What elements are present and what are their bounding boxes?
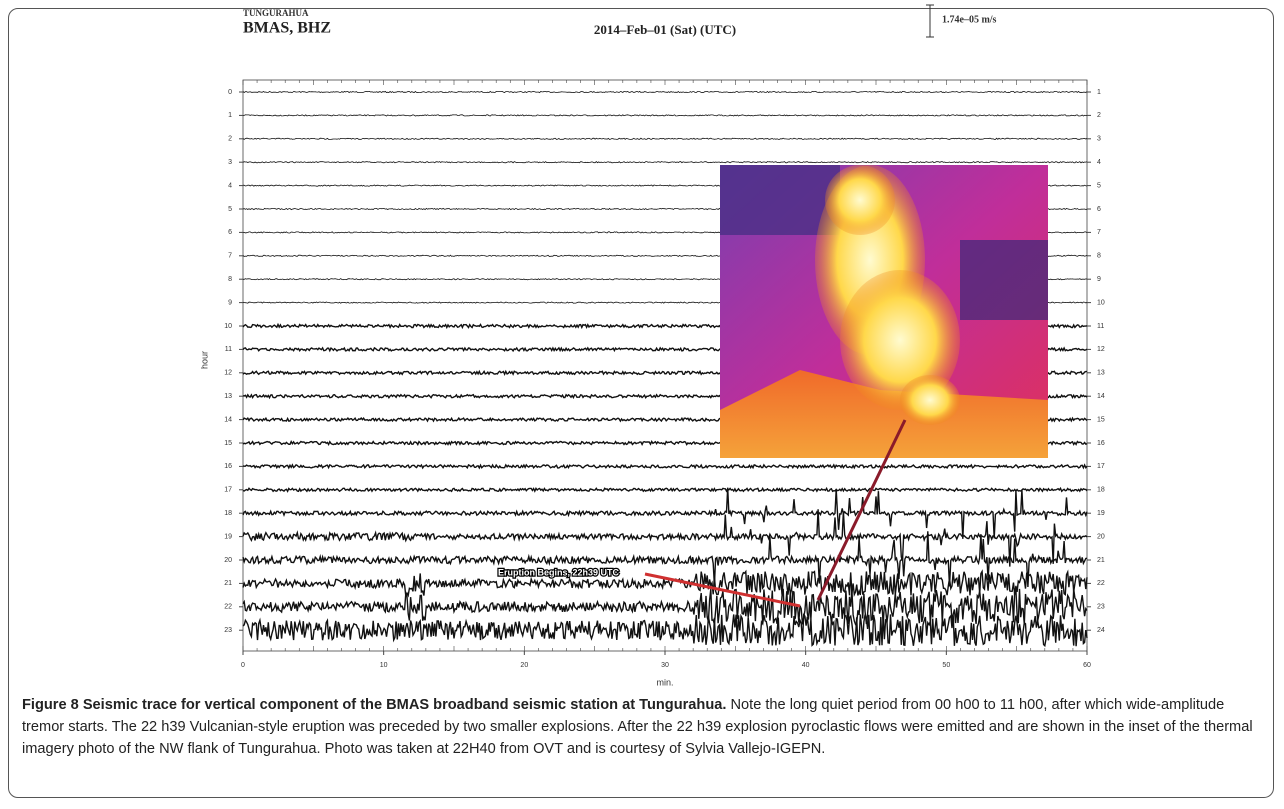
y-tick-label: 23 [224,627,232,634]
y2-tick-label: 23 [1097,604,1105,611]
y-tick-label: 18 [224,510,232,517]
y-tick-label: 3 [228,159,232,166]
y2-tick-label: 3 [1097,136,1101,143]
y2-tick-label: 13 [1097,370,1105,377]
y2-tick-label: 12 [1097,346,1105,353]
trace [243,465,1087,468]
station: BMAS, BHZ [243,20,331,37]
x-axis-label: min. [656,677,673,687]
caption-label: Figure 8 [22,697,79,713]
y2-tick-label: 17 [1097,463,1105,470]
y2-tick-label: 19 [1097,510,1105,517]
y2-tick-label: 20 [1097,533,1105,540]
y2-tick-label: 4 [1097,159,1101,166]
y-tick-label: 21 [224,580,232,587]
eruption-annotation: Eruption Begins, 22h39 UTC [498,567,620,577]
trace [243,162,1087,163]
plot-title: 2014–Feb–01 (Sat) (UTC) [594,22,736,37]
y-tick-label: 0 [228,89,232,96]
y2-tick-label: 9 [1097,276,1101,283]
y-tick-label: 14 [224,416,232,423]
y2-tick-label: 8 [1097,253,1101,260]
y-tick-label: 10 [224,323,232,330]
x-tick-label: 50 [942,662,950,669]
y2-tick-label: 11 [1097,323,1104,330]
y2-tick-label: 21 [1097,557,1105,564]
x-tick-label: 0 [241,662,245,669]
trace [243,589,1087,625]
trace [243,614,1087,646]
y2-tick-label: 2 [1097,112,1101,119]
y-tick-label: 7 [228,253,232,260]
x-tick-label: 40 [802,662,810,669]
thermal-photo [720,165,1048,458]
y2-tick-label: 18 [1097,487,1105,494]
caption: Figure 8 Seismic trace for vertical comp… [22,694,1264,760]
y-tick-label: 19 [224,533,232,540]
y2-tick-label: 5 [1097,182,1101,189]
y-tick-label: 15 [224,440,232,447]
y2-tick-label: 7 [1097,229,1101,236]
y-tick-label: 13 [224,393,232,400]
trace [243,91,1087,92]
helicorder: TUNGURAHUA BMAS, BHZ 2014–Feb–01 (Sat) (… [0,0,1284,690]
y2-tick-label: 16 [1097,440,1105,447]
x-tick-label: 30 [661,662,669,669]
trace [243,488,1087,491]
y2-tick-label: 14 [1097,393,1105,400]
y-tick-label: 2 [228,136,232,143]
y-axis-label: hour [199,351,209,369]
y-tick-label: 12 [224,370,232,377]
y2-tick-label: 15 [1097,416,1105,423]
y2-tick-label: 22 [1097,580,1105,587]
y-tick-label: 9 [228,299,232,306]
y-tick-label: 17 [224,487,232,494]
x-tick-label: 20 [520,662,528,669]
trace [243,115,1087,116]
y2-tick-label: 10 [1097,299,1105,306]
scale-label: 1.74e–05 m/s [942,14,997,25]
y-tick-label: 1 [228,112,232,119]
caption-heading: Seismic trace for vertical component of … [83,697,727,713]
y-tick-label: 20 [224,557,232,564]
y-tick-label: 16 [224,463,232,470]
y2-tick-label: 6 [1097,206,1101,213]
x-tick-label: 10 [380,662,388,669]
station-region: TUNGURAHUA [243,8,309,18]
trace [243,509,1087,566]
y-tick-label: 5 [228,206,232,213]
y-tick-label: 11 [225,346,232,353]
trace [243,138,1087,139]
trace [243,572,1087,597]
y-tick-label: 8 [228,276,232,283]
y-tick-label: 4 [228,182,232,189]
y-tick-label: 6 [228,229,232,236]
x-tick-label: 60 [1083,662,1091,669]
y-tick-label: 22 [224,604,232,611]
y2-tick-label: 1 [1097,89,1101,96]
trace [243,488,1087,539]
y2-tick-label: 24 [1097,627,1105,634]
